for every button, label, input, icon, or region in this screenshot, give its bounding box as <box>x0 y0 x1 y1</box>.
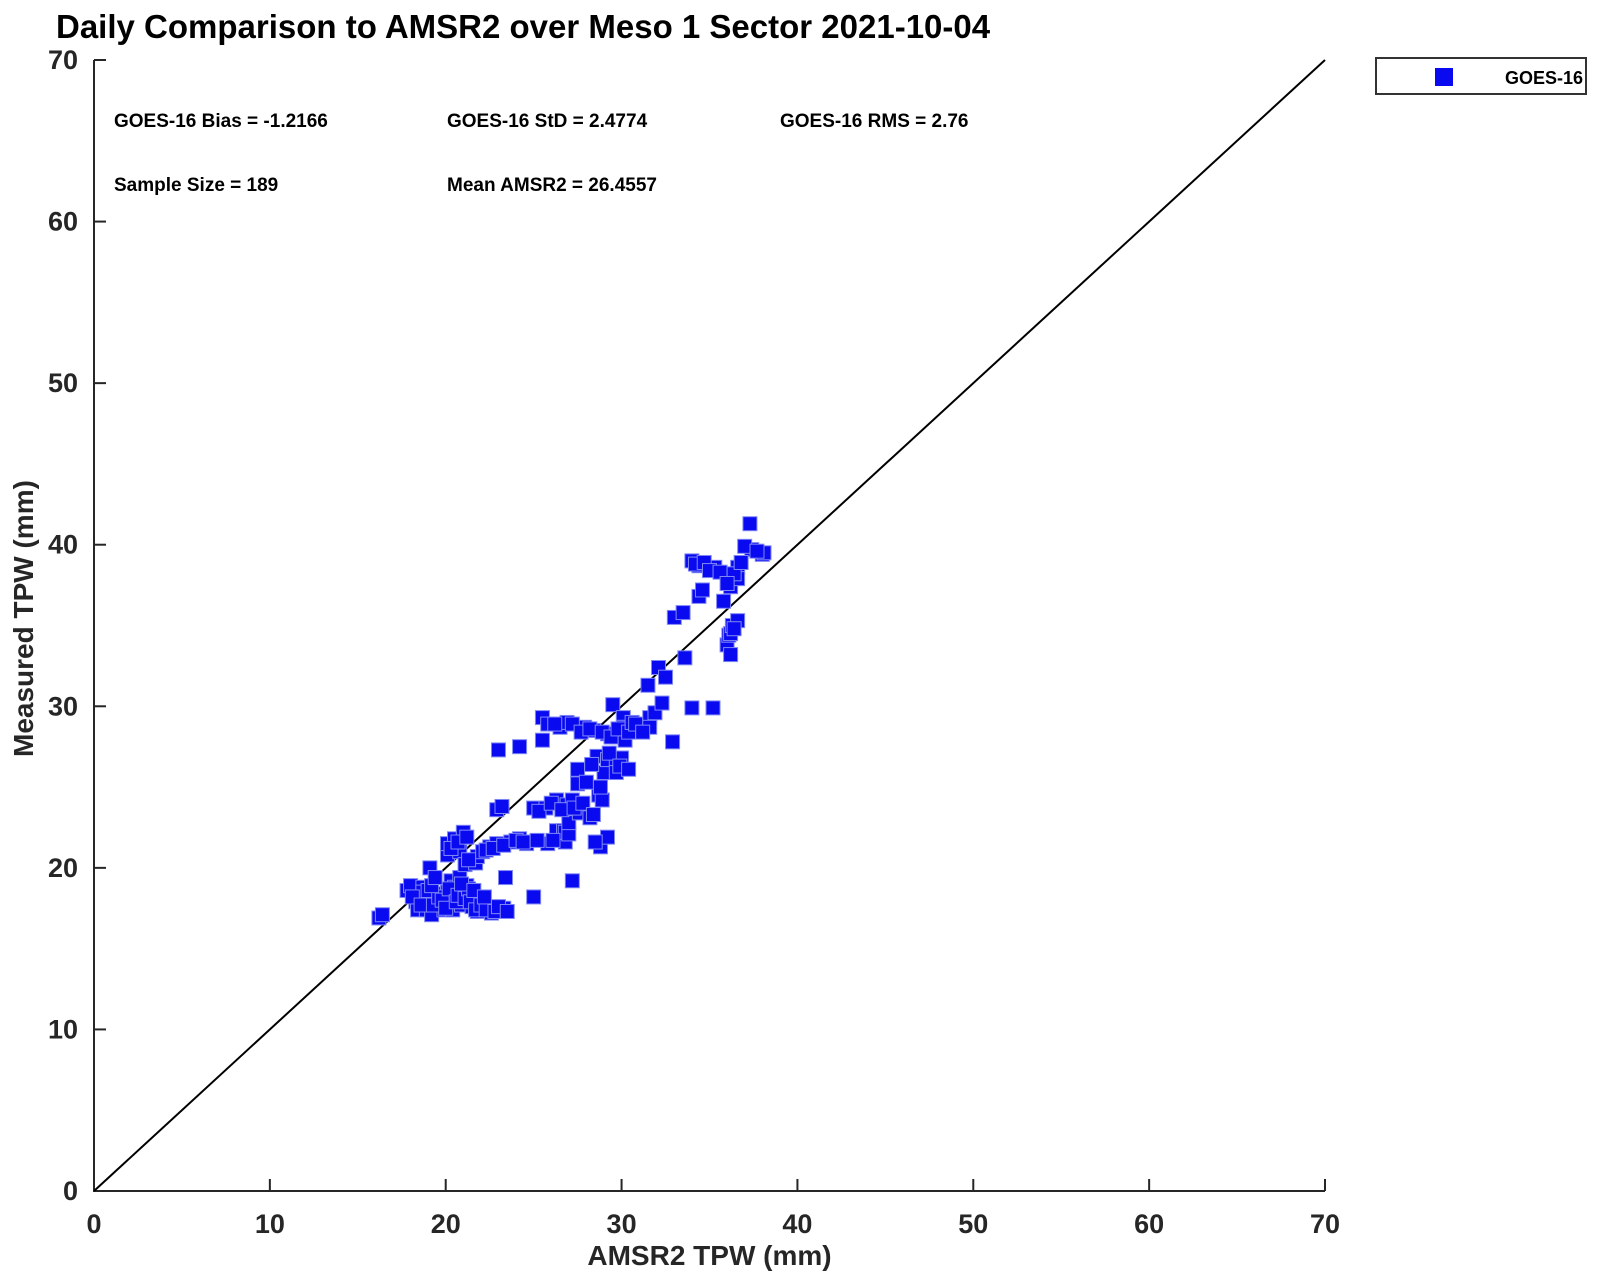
scatter-point <box>512 739 528 755</box>
x-tick-label: 70 <box>1310 1209 1340 1239</box>
scatter-point <box>584 756 600 772</box>
scatter-point <box>461 852 477 868</box>
scatter-point <box>716 593 732 609</box>
y-tick-label: 60 <box>48 207 78 237</box>
scatter-point <box>529 832 545 848</box>
scatter-point <box>654 695 670 711</box>
legend-label: GOES-16 <box>1505 68 1584 88</box>
stat-bias: GOES-16 Bias = -1.2166 <box>114 111 328 132</box>
x-tick-label: 50 <box>958 1209 988 1239</box>
scatter-point <box>476 889 492 905</box>
scatter-point <box>515 834 531 850</box>
scatter-point <box>723 647 739 663</box>
scatter-point <box>587 834 603 850</box>
scatter-point <box>749 543 765 559</box>
x-tick-label: 60 <box>1134 1209 1164 1239</box>
scatter-point <box>605 697 621 713</box>
stat-rms: GOES-16 RMS = 2.76 <box>780 111 969 132</box>
scatter-point <box>658 669 674 685</box>
scatter-point <box>594 792 610 808</box>
x-axis-label: AMSR2 TPW (mm) <box>587 1240 832 1271</box>
y-tick-label: 30 <box>48 691 78 721</box>
scatter-point <box>705 700 721 716</box>
scatter-point <box>374 907 390 923</box>
scatter-point <box>494 798 510 814</box>
scatter-point <box>694 582 710 598</box>
scatter-point <box>545 832 561 848</box>
y-axis-label: Measured TPW (mm) <box>8 480 39 757</box>
scatter-point <box>719 575 735 591</box>
y-tick-label: 50 <box>48 368 78 398</box>
scatter-point <box>564 873 580 889</box>
scatter-point <box>640 677 656 693</box>
y-tick-label: 10 <box>48 1014 78 1044</box>
scatter-point <box>459 829 475 845</box>
scatter-point <box>677 650 693 666</box>
y-tick-label: 70 <box>48 45 78 75</box>
legend-box: GOES-16 <box>1375 57 1587 95</box>
stat-mean-amsr2: Mean AMSR2 = 26.4557 <box>447 175 657 196</box>
stat-std: GOES-16 StD = 2.4774 <box>447 111 648 132</box>
scatter-point <box>621 761 637 777</box>
scatter-point <box>498 870 514 886</box>
stat-sample-size: Sample Size = 189 <box>114 175 279 196</box>
y-tick-label: 40 <box>48 530 78 560</box>
scatter-point <box>665 734 681 750</box>
scatter-point <box>526 889 542 905</box>
scatter-point <box>575 795 591 811</box>
scatter-point <box>726 621 742 637</box>
identity-line <box>93 59 1326 1192</box>
chart-title: Daily Comparison to AMSR2 over Meso 1 Se… <box>56 8 991 45</box>
y-tick-label: 20 <box>48 853 78 883</box>
x-tick-label: 30 <box>607 1209 637 1239</box>
scatter-point <box>635 724 651 740</box>
x-tick-label: 40 <box>782 1209 812 1239</box>
scatter-point <box>675 605 691 621</box>
scatter-point <box>499 903 515 919</box>
scatter-point <box>733 554 749 570</box>
scatter-point <box>534 732 550 748</box>
scatter-point <box>578 774 594 790</box>
scatter-point <box>601 745 617 761</box>
scatter-point <box>592 779 608 795</box>
x-tick-label: 0 <box>86 1209 101 1239</box>
scatter-point <box>427 870 443 886</box>
scatter-point <box>547 716 563 732</box>
scatter-point <box>490 742 506 758</box>
scatter-point <box>531 803 547 819</box>
y-tick-label: 0 <box>63 1176 78 1206</box>
scatter-point <box>742 516 758 532</box>
scatter-point <box>684 700 700 716</box>
x-tick-label: 20 <box>431 1209 461 1239</box>
scatter-point <box>570 761 586 777</box>
scatter-point <box>585 807 601 823</box>
legend-marker-square-icon <box>1435 68 1453 86</box>
x-tick-label: 10 <box>255 1209 285 1239</box>
